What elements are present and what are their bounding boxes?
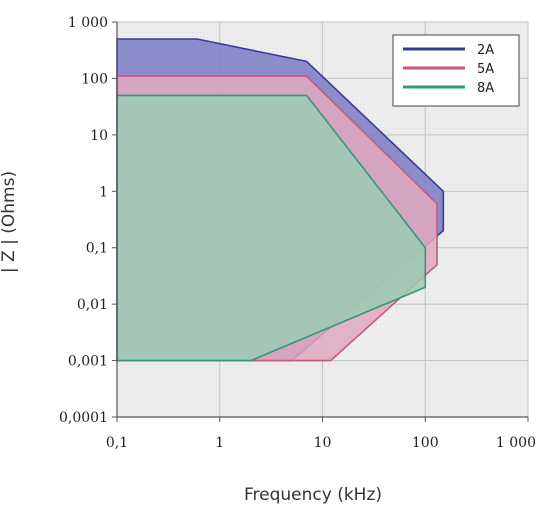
- x-tick-label-1: 1: [215, 435, 224, 451]
- axes: [112, 21, 529, 422]
- x-axis-title: Frequency (kHz): [244, 485, 382, 505]
- x-tick-label-4: 1 000: [496, 435, 536, 451]
- x-tick-label-2: 10: [314, 435, 332, 451]
- tick-labels: 0,1 1 10 100 1 000 1 000 100 10 1 0,1 0,01 0,001 0,0…: [59, 15, 536, 451]
- legend-label-8a: 8A: [477, 81, 494, 96]
- y-tick-label-2: 10: [90, 128, 108, 144]
- x-tick-label-0: 0,1: [106, 435, 128, 451]
- y-axis-title: | Z | (Ohms): [0, 171, 19, 273]
- legend: 2A 5A 8A: [392, 34, 520, 107]
- y-tick-label-6: 0,001: [68, 354, 108, 370]
- legend-label-5a: 5A: [477, 62, 494, 77]
- y-tick-label-3: 1: [99, 184, 108, 200]
- x-tick-label-3: 100: [412, 435, 439, 451]
- y-tick-label-0: 1 000: [68, 15, 108, 31]
- legend-box: [392, 34, 520, 107]
- legend-label-2a: 2A: [477, 43, 494, 58]
- y-tick-label-5: 0,01: [77, 297, 108, 313]
- y-tick-label-7: 0,0001: [59, 410, 108, 426]
- y-tick-label-4: 0,1: [86, 241, 108, 257]
- series-areas: [116, 38, 445, 362]
- y-tick-label-1: 100: [81, 71, 108, 87]
